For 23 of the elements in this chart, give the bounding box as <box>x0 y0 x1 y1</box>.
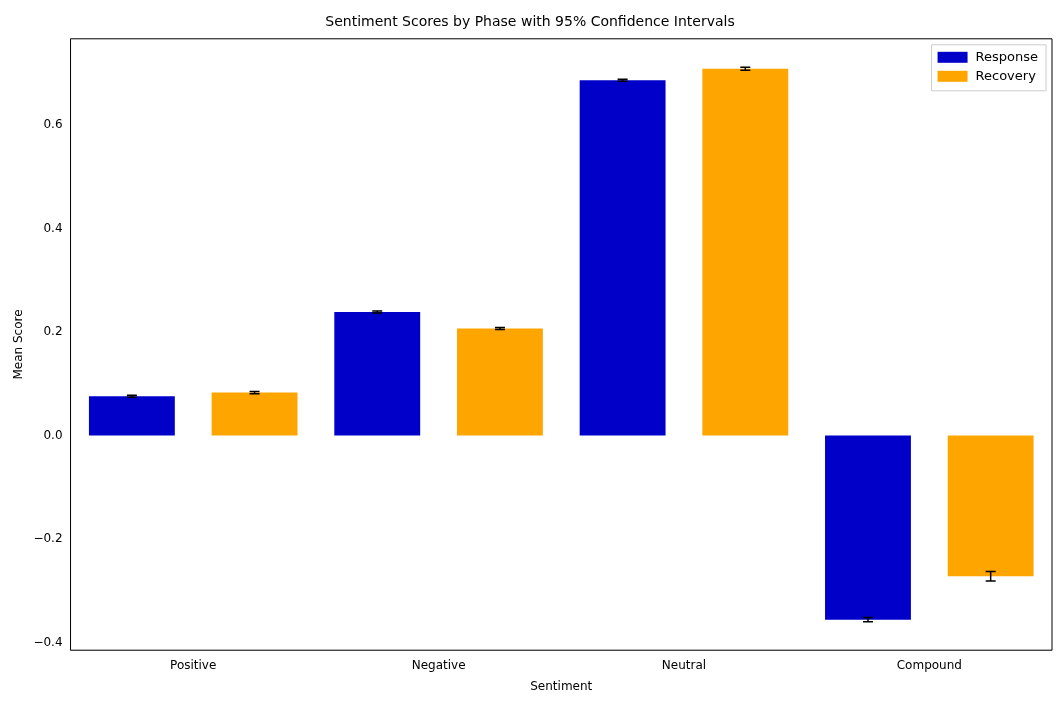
x-tick-label: Neutral <box>661 657 707 672</box>
y-axis-title: Mean Score <box>11 309 26 380</box>
bar <box>702 68 789 436</box>
bar <box>334 311 421 436</box>
legend-label: Recovery <box>975 68 1037 84</box>
legend-label: Response <box>975 49 1038 65</box>
x-axis-title: Sentiment <box>530 678 593 693</box>
y-tick-label: 0.0 <box>43 427 63 442</box>
chart-title: Sentiment Scores by Phase with 95% Confidence Intervals <box>325 13 735 30</box>
bar <box>211 392 298 436</box>
x-tick-label: Positive <box>170 657 217 672</box>
y-tick-label: −0.2 <box>33 531 63 546</box>
y-tick-label: −0.4 <box>33 634 63 649</box>
x-tick-label: Negative <box>411 657 466 672</box>
x-tick-label: Compound <box>896 657 962 672</box>
bar <box>825 435 911 620</box>
y-tick-label: 0.4 <box>43 220 63 235</box>
bar <box>88 396 175 436</box>
y-tick-label: 0.6 <box>43 117 63 132</box>
y-tick-label: 0.2 <box>43 324 63 339</box>
bar <box>456 328 543 436</box>
bar <box>947 435 1034 577</box>
bar <box>579 80 666 436</box>
